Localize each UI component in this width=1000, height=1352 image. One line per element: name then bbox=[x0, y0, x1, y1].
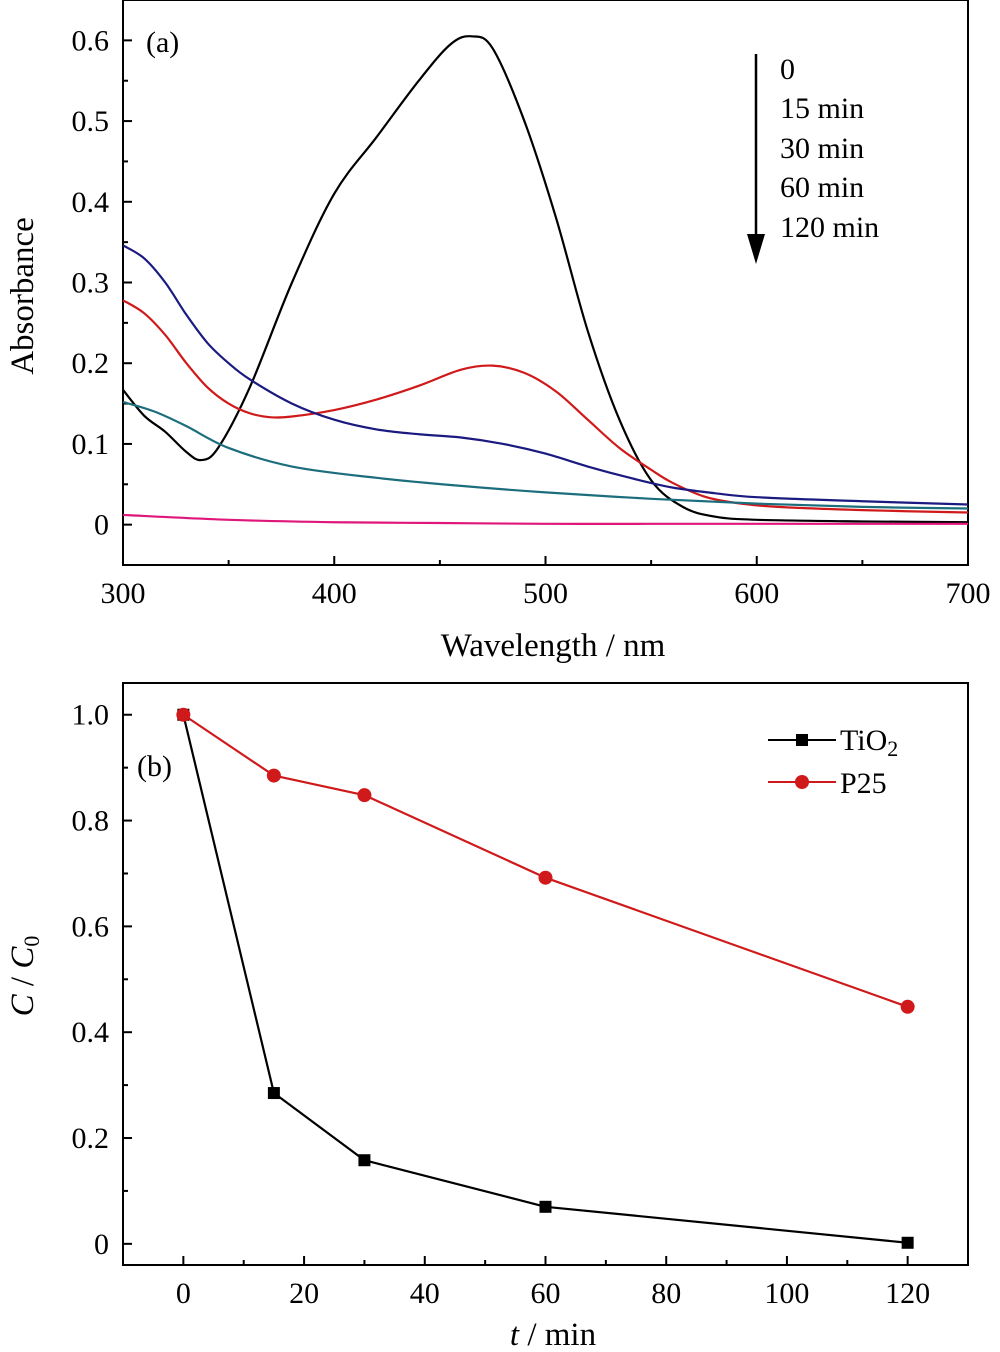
y-tick-label: 0.2 bbox=[72, 1122, 110, 1155]
data-point bbox=[539, 1200, 552, 1213]
y-tick-label: 0 bbox=[94, 509, 109, 542]
y-axis-title: Absorbance bbox=[5, 217, 41, 375]
x-axis-title: Wavelength / nm bbox=[441, 628, 666, 664]
time-label: 0 bbox=[780, 53, 795, 86]
concentration-chart: (b) t / min C / C0 0 20 40 60 80 100 12000.20.… bbox=[5, 682, 969, 1352]
series-line-2 bbox=[122, 244, 969, 506]
legend-label-tio2-name: TiO bbox=[840, 724, 887, 757]
data-point bbox=[267, 1087, 280, 1100]
x-tick-label: 400 bbox=[312, 577, 357, 610]
axis-ticks: 300 400 500 600 700 0 0.1 0.2 0.3 0.4 0.5 0.6 bbox=[72, 24, 991, 610]
legend-label-tio2: TiO2 bbox=[840, 724, 898, 761]
y-axis-title-c: C bbox=[5, 993, 41, 1016]
legend-label-tio2-sub: 2 bbox=[887, 736, 898, 761]
legend-marker-tio2 bbox=[796, 734, 808, 746]
absorbance-chart: (a) Wavelength / nm Absorbance 300 400 500… bbox=[5, 0, 991, 664]
y-tick-label: 1.0 bbox=[72, 699, 110, 732]
y-axis-title-sub: 0 bbox=[19, 936, 44, 947]
legend-marker-p25 bbox=[795, 775, 809, 789]
panel-label: (a) bbox=[146, 26, 179, 59]
series-group bbox=[122, 35, 969, 525]
x-tick-label: 300 bbox=[101, 577, 146, 610]
x-tick-label: 20 bbox=[289, 1277, 319, 1310]
time-label: 30 min bbox=[780, 132, 864, 165]
y-tick-label: 0 bbox=[94, 1228, 109, 1261]
data-point bbox=[176, 707, 191, 722]
time-annotation: 0 15 min 30 min 60 min 120 min bbox=[747, 53, 879, 264]
time-label: 120 min bbox=[780, 211, 879, 244]
data-point bbox=[900, 999, 915, 1014]
series-line-4 bbox=[122, 513, 968, 525]
series-group bbox=[176, 707, 915, 1249]
legend-label-p25: P25 bbox=[840, 767, 887, 800]
x-axis-title: t / min bbox=[510, 1317, 596, 1352]
axis-ticks: 0 20 40 60 80 100 120 0 0.2 0.4 0.6 0.8 1.0 bbox=[72, 699, 931, 1310]
x-tick-label: 600 bbox=[734, 577, 779, 610]
x-tick-label: 500 bbox=[523, 577, 568, 610]
x-tick-label: 120 bbox=[885, 1277, 930, 1310]
y-tick-label: 0.8 bbox=[72, 805, 110, 838]
series-line-0 bbox=[122, 35, 969, 524]
x-tick-label: 700 bbox=[946, 577, 991, 610]
x-axis-title-symbol: t bbox=[510, 1317, 520, 1352]
x-tick-label: 0 bbox=[176, 1277, 191, 1310]
series-line-1 bbox=[122, 299, 969, 514]
plot-frame bbox=[122, 0, 969, 566]
time-label: 60 min bbox=[780, 171, 864, 204]
y-tick-label: 0.6 bbox=[72, 910, 110, 943]
x-tick-label: 100 bbox=[764, 1277, 809, 1310]
y-tick-label: 0.4 bbox=[72, 186, 110, 219]
series-line-0 bbox=[182, 714, 908, 1244]
time-arrow-head bbox=[747, 234, 765, 264]
data-point bbox=[357, 788, 372, 803]
y-tick-label: 0.2 bbox=[72, 347, 110, 380]
y-tick-label: 0.6 bbox=[72, 24, 110, 57]
data-point bbox=[901, 1236, 914, 1249]
y-tick-label: 0.4 bbox=[72, 1016, 110, 1049]
series-line-1 bbox=[182, 713, 909, 1008]
data-point bbox=[538, 870, 553, 885]
y-tick-label: 0.5 bbox=[72, 105, 110, 138]
panel-label: (b) bbox=[137, 750, 172, 783]
y-tick-label: 0.1 bbox=[72, 428, 110, 461]
x-tick-label: 40 bbox=[410, 1277, 440, 1310]
y-axis-title-c0: C bbox=[5, 946, 41, 969]
time-label: 15 min bbox=[780, 92, 864, 125]
series-line-3 bbox=[122, 400, 969, 510]
y-tick-label: 0.3 bbox=[72, 267, 110, 300]
x-tick-label: 60 bbox=[531, 1277, 561, 1310]
data-point bbox=[358, 1154, 371, 1167]
data-point bbox=[266, 768, 281, 783]
y-axis-title-sep: / bbox=[5, 969, 41, 995]
legend: TiO2 P25 bbox=[768, 724, 898, 800]
x-axis-title-unit: / min bbox=[519, 1317, 596, 1352]
x-tick-label: 80 bbox=[651, 1277, 681, 1310]
y-axis-title: C / C0 bbox=[5, 936, 44, 1017]
